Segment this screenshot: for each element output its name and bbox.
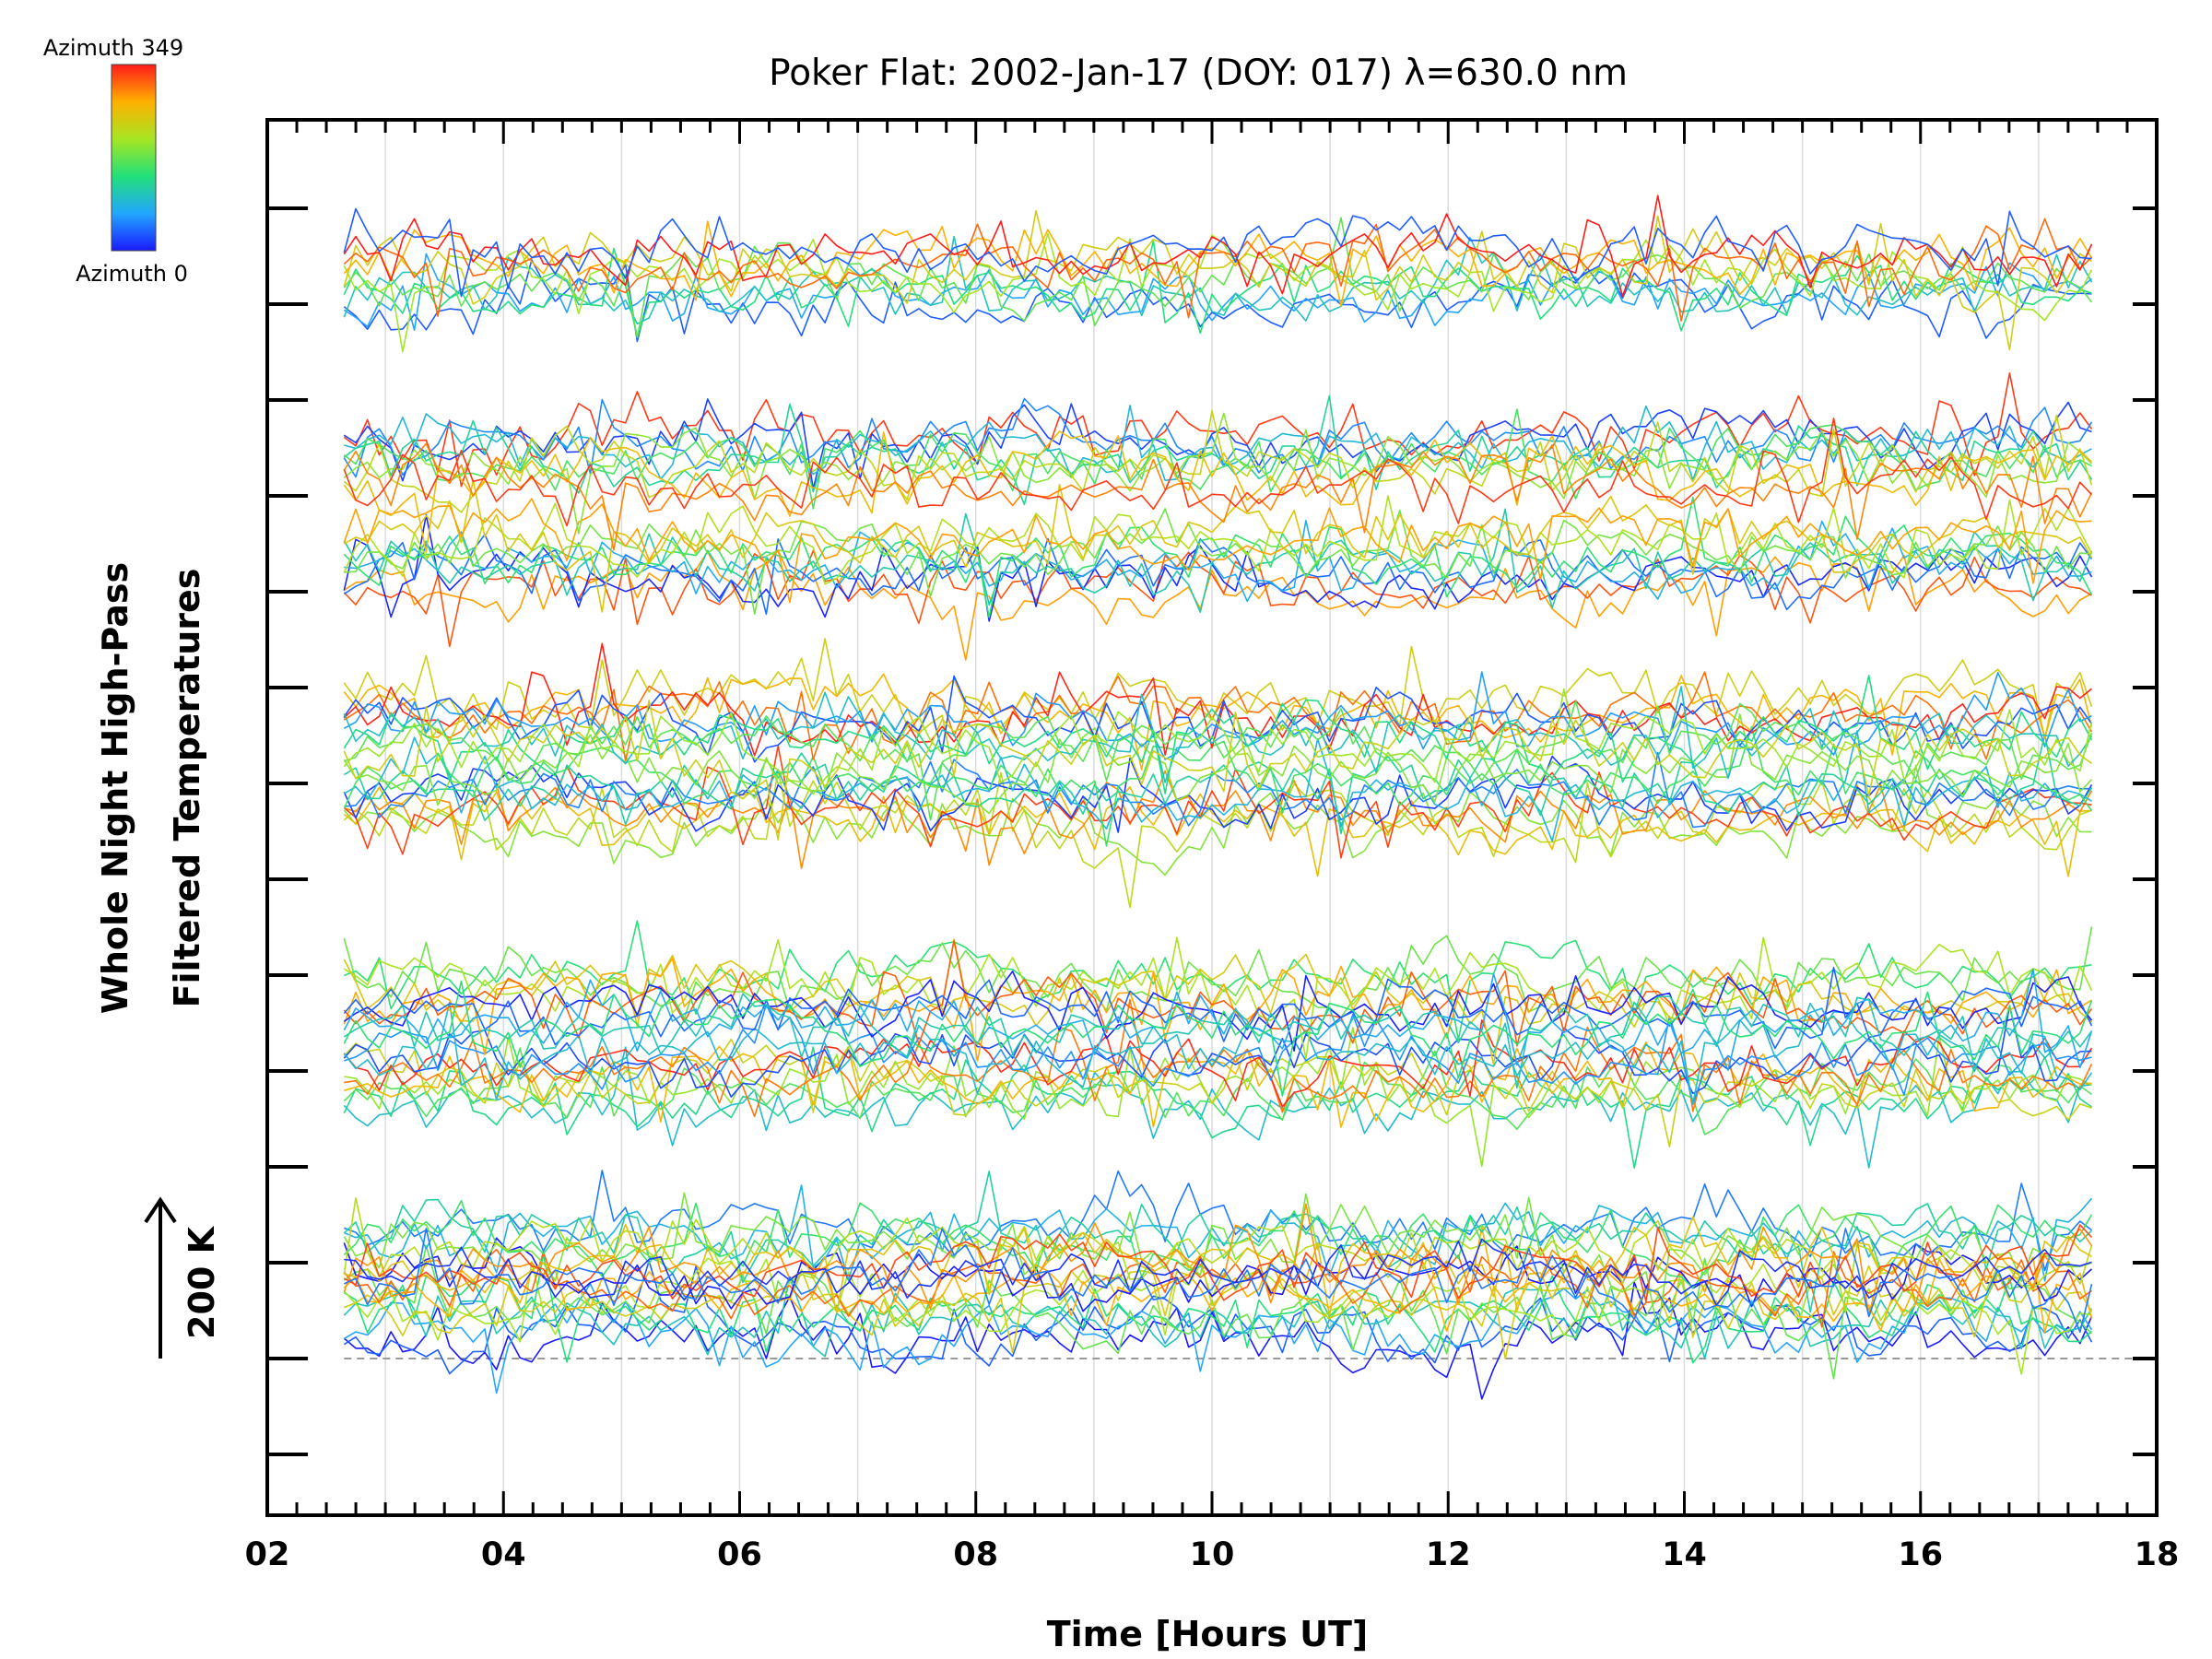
temperature-trace [344, 770, 2093, 869]
temperature-trace [343, 394, 2093, 506]
x-tick-label: 18 [2135, 1536, 2180, 1573]
temperature-trace [344, 751, 2092, 829]
temperature-trace [343, 638, 2093, 777]
temperature-trace [343, 1244, 2093, 1380]
temperature-trace [343, 712, 2093, 815]
temperature-trace [343, 675, 2093, 794]
colorbar-top-label: Azimuth 349 [43, 35, 183, 61]
temperature-trace [344, 508, 2092, 616]
temperature-trace [343, 770, 2092, 909]
temperature-trace [343, 220, 2093, 307]
chart-title: Poker Flat: 2002-Jan-17 (DOY: 017) λ=630… [769, 53, 1628, 94]
temperature-trace [343, 1260, 2093, 1375]
temperature-trace [343, 1171, 2093, 1313]
x-axis-label: Time [Hours UT] [1047, 1614, 1369, 1654]
temperature-trace [343, 1203, 2093, 1316]
temperature-trace [343, 1247, 2092, 1328]
temperature-trace [343, 1046, 2092, 1169]
temperature-trace [343, 1019, 2093, 1108]
temperature-trace [343, 1281, 2093, 1400]
temperature-trace [343, 939, 2093, 1047]
y-axis-label-line2: Filtered Temperatures [167, 569, 207, 1008]
temperature-trace [343, 534, 2093, 616]
temperature-trace [343, 675, 2093, 763]
temperature-trace [343, 700, 2092, 841]
temperature-trace [343, 549, 2092, 661]
temperature-trace [343, 207, 2092, 298]
scale-bar: 200 K [144, 1196, 222, 1359]
temperature-trace [343, 1228, 2093, 1334]
temperature-trace [343, 1253, 2093, 1364]
temperature-trace [343, 479, 2093, 613]
series-traces [343, 194, 2093, 1400]
temperature-trace [343, 755, 2093, 833]
temperature-trace [343, 495, 2093, 585]
temperature-trace [343, 1197, 2093, 1313]
x-tick-label: 14 [1662, 1536, 1707, 1573]
colorbar-bottom-label: Azimuth 0 [76, 261, 188, 287]
temperature-trace [343, 218, 2093, 322]
temperature-trace [343, 194, 2093, 298]
y-axis-label-line1: Whole Night High-Pass [95, 562, 135, 1014]
temperature-trace [343, 549, 2092, 648]
temperature-trace [343, 671, 2092, 760]
temperature-trace [343, 430, 2093, 553]
temperature-trace [343, 412, 2093, 535]
temperature-trace [344, 920, 2092, 1041]
temperature-trace [343, 1038, 2092, 1147]
temperature-trace [343, 926, 2093, 1019]
temperature-trace [343, 642, 2093, 757]
temperature-trace [343, 725, 2093, 847]
temperature-trace [344, 998, 2093, 1118]
temperature-trace [343, 240, 2092, 338]
scale-bar-label: 200 K [182, 1225, 222, 1339]
temperature-trace [343, 1046, 2092, 1169]
temperature-trace [343, 971, 2093, 1052]
temperature-trace [343, 397, 2093, 478]
colorbar [111, 64, 157, 252]
temperature-trace [343, 745, 2092, 859]
temperature-trace [343, 1047, 2092, 1135]
temperature-trace [344, 1170, 2092, 1272]
x-tick-label: 02 [245, 1536, 290, 1573]
temperature-trace [344, 700, 2093, 821]
temperature-trace [343, 671, 2093, 762]
temperature-trace [343, 733, 2093, 835]
temperature-trace [343, 417, 2093, 527]
temperature-trace [343, 936, 2093, 1060]
temperature-trace [343, 513, 2093, 622]
temperature-trace [344, 1216, 2092, 1316]
x-tick-label: 10 [1190, 1536, 1235, 1573]
temperature-trace [343, 1226, 2093, 1334]
temperature-trace [344, 1004, 2092, 1105]
temperature-trace [343, 1184, 2093, 1282]
x-tick-label: 04 [481, 1536, 526, 1573]
axes-frame [265, 118, 2159, 1517]
temperature-trace [343, 408, 2092, 510]
temperature-trace [344, 1238, 2092, 1306]
x-tick-label: 08 [953, 1536, 998, 1573]
x-tick-label: 16 [1898, 1536, 1943, 1573]
temperature-trace [343, 953, 2093, 1065]
temperature-trace [343, 498, 2092, 604]
temperature-trace [343, 442, 2093, 551]
temperature-trace [343, 409, 2093, 513]
temperature-trace [343, 730, 2092, 842]
temperature-trace [343, 784, 2092, 877]
x-tick-label: 12 [1426, 1536, 1471, 1573]
temperature-trace [343, 980, 2093, 1097]
x-tick-labels: 02 04 06 08 10 12 14 16 18 [245, 1536, 2180, 1573]
x-tick-label: 06 [717, 1536, 762, 1573]
